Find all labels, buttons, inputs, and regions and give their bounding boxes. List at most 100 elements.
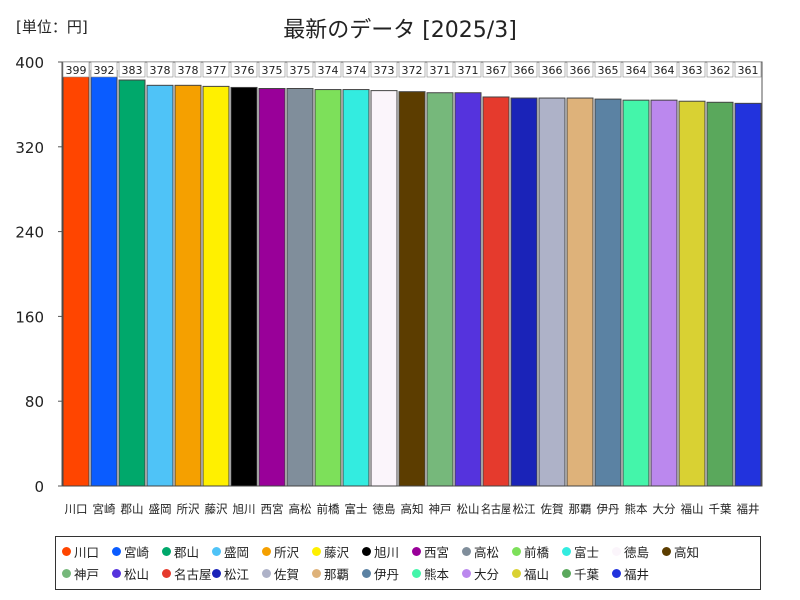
x-tick-label: 所沢 <box>177 502 200 516</box>
data-label-box <box>118 61 146 78</box>
data-label-box <box>230 61 258 78</box>
legend-label: 宮崎 <box>124 544 150 560</box>
legend-label: 伊丹 <box>374 566 400 582</box>
legend-label: 郡山 <box>174 544 200 560</box>
legend-label: 川口 <box>74 544 100 560</box>
legend-label: 盛岡 <box>224 544 250 560</box>
data-label-box <box>622 61 650 78</box>
data-label: 399 <box>66 64 87 77</box>
bar <box>678 100 706 487</box>
legend-item: 高松 <box>462 540 512 562</box>
bar <box>146 84 174 487</box>
legend-label: 高知 <box>674 544 700 560</box>
legend-item: 郡山 <box>162 540 212 562</box>
data-label: 365 <box>598 64 619 77</box>
legend-item: 徳島 <box>612 540 662 562</box>
x-tick-label: 西宮 <box>261 502 284 516</box>
legend-label: 松山 <box>124 566 150 582</box>
x-tick-label: 藤沢 <box>205 502 228 516</box>
data-label-box <box>482 61 510 78</box>
data-label-box <box>174 61 202 78</box>
bar <box>118 79 146 487</box>
bar <box>510 97 538 487</box>
data-label-box <box>90 61 118 78</box>
x-tick-label: 福山 <box>681 502 704 516</box>
data-label: 361 <box>738 64 759 77</box>
x-tick-label: 松江 <box>513 502 536 516</box>
bar <box>566 97 594 487</box>
y-tick-label: 160 <box>15 308 44 326</box>
x-tick-label: 大分 <box>653 502 676 516</box>
data-label: 392 <box>94 64 115 77</box>
bar <box>314 89 342 487</box>
bar-chart: 0 80 160 240 320 400 399 川口 392 宮崎 383 郡山 378 盛岡 378 所沢… <box>15 54 763 516</box>
legend-swatch <box>612 568 621 578</box>
data-label: 363 <box>682 64 703 77</box>
data-label: 366 <box>514 64 535 77</box>
data-label: 364 <box>654 64 675 77</box>
legend-label: 旭川 <box>374 544 400 560</box>
x-tick-label: 前橋 <box>317 502 340 516</box>
x-tick-label: 佐賀 <box>541 502 564 516</box>
legend-swatch <box>112 546 121 556</box>
data-label-box <box>258 61 286 78</box>
x-tick-label: 富士 <box>345 502 368 516</box>
bar <box>90 69 118 487</box>
legend-item: 伊丹 <box>362 562 412 584</box>
bar <box>622 99 650 487</box>
legend-label: 福山 <box>524 566 550 582</box>
x-tick-label: 高松 <box>289 502 312 516</box>
data-label-box <box>342 61 370 78</box>
legend-swatch <box>612 546 621 556</box>
legend-swatch <box>562 546 571 556</box>
bar <box>62 62 90 487</box>
x-tick-label: 伊丹 <box>597 502 620 516</box>
legend-item: 千葉 <box>562 562 612 584</box>
data-label: 377 <box>206 64 227 77</box>
data-label: 378 <box>150 64 171 77</box>
data-label: 378 <box>178 64 199 77</box>
legend-swatch <box>312 568 321 578</box>
bar <box>538 97 566 487</box>
legend-label: 名古屋 <box>174 566 212 582</box>
chart-title: 最新のデータ [2025/3] <box>283 18 517 43</box>
bar <box>482 96 510 487</box>
legend-swatch <box>212 546 221 556</box>
legend-swatch <box>512 568 521 578</box>
data-label: 366 <box>570 64 591 77</box>
x-tick-label: 宮崎 <box>93 502 116 516</box>
legend-swatch <box>562 568 571 578</box>
data-label-box <box>314 61 342 78</box>
y-tick-label: 0 <box>34 478 44 496</box>
legend-item: 西宮 <box>412 540 462 562</box>
legend-item: 那覇 <box>312 562 362 584</box>
legend-item: 松江 <box>212 562 262 584</box>
data-label-box <box>678 61 706 78</box>
legend-swatch <box>362 546 371 556</box>
data-label-box <box>538 61 566 78</box>
x-tick-label: 福井 <box>737 502 760 516</box>
legend-item: 福井 <box>612 562 662 584</box>
legend-label: 富士 <box>574 544 600 560</box>
data-label-box <box>426 61 454 78</box>
bar <box>398 91 426 487</box>
data-label: 367 <box>486 64 507 77</box>
bar <box>286 88 314 487</box>
x-tick-label: 神戸 <box>429 502 452 516</box>
legend-swatch <box>112 568 121 578</box>
data-label: 374 <box>318 64 339 77</box>
bar <box>174 84 202 487</box>
x-tick-label: 高知 <box>401 502 424 516</box>
legend-swatch <box>312 546 321 556</box>
x-tick-label: 名古屋 <box>481 502 511 516</box>
legend-item: 福山 <box>512 562 562 584</box>
legend-swatch <box>362 568 371 578</box>
legend-item: 名古屋 <box>162 562 212 584</box>
legend-label: 前橋 <box>524 544 550 560</box>
x-tick-label: 徳島 <box>373 502 396 516</box>
bar <box>230 86 258 487</box>
data-label-box <box>286 61 314 78</box>
y-tick-label: 400 <box>15 54 44 72</box>
legend-item: 佐賀 <box>262 562 312 584</box>
legend-label: 福井 <box>624 566 650 582</box>
